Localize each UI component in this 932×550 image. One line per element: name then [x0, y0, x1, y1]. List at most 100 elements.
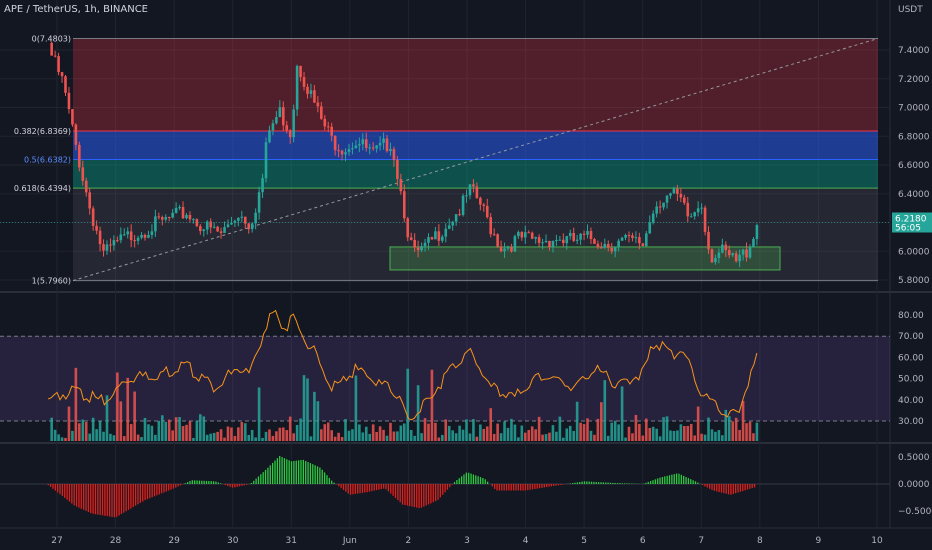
candle-body — [202, 229, 206, 232]
osc-axis-tick: 0.0000 — [898, 480, 930, 490]
candle-body — [427, 237, 430, 243]
candle-body — [140, 234, 143, 238]
fib-label: 0.5(6.6382) — [24, 156, 71, 165]
rsi-volume-bar — [233, 435, 237, 441]
candle-body — [627, 234, 631, 236]
rsi-volume-bar — [375, 431, 378, 441]
candle-body — [119, 234, 123, 241]
candle-body — [240, 216, 244, 218]
candle-body — [458, 214, 461, 216]
rsi-volume-bar — [205, 434, 209, 441]
candle-body — [562, 239, 565, 244]
rsi-volume-bar — [323, 424, 327, 441]
rsi-volume-bar — [520, 425, 524, 441]
rsi-volume-bar — [337, 432, 340, 441]
rsi-volume-bar — [475, 436, 479, 441]
candle-body — [617, 240, 620, 247]
rsi-volume-bar — [707, 417, 710, 441]
candle-body — [700, 207, 703, 209]
rsi-volume-bar — [174, 417, 178, 441]
rsi-axis-tick: 40.00 — [898, 396, 924, 406]
candle-body — [727, 250, 731, 256]
rsi-volume-bar — [479, 424, 482, 441]
rsi-volume-bar — [700, 433, 703, 441]
rsi-volume-bar — [579, 422, 582, 441]
candle-body — [409, 237, 413, 240]
candle-body — [167, 217, 171, 219]
rsi-volume-bar — [534, 429, 537, 441]
rsi-volume-bar — [686, 425, 690, 441]
candle-body — [413, 239, 416, 248]
rsi-volume-bar — [81, 419, 85, 441]
candle-body — [295, 65, 299, 110]
rsi-volume-bar — [503, 421, 506, 441]
rsi-volume-bar — [610, 422, 614, 441]
rsi-volume-bar — [136, 434, 140, 441]
time-axis-label: 5 — [581, 536, 587, 546]
rsi-volume-bar — [216, 431, 219, 441]
candle-body — [454, 214, 458, 222]
candle-body — [233, 220, 237, 223]
rsi-volume-bar — [91, 417, 95, 441]
last-price-label: 6.2180 — [895, 215, 927, 225]
candle-body — [679, 193, 683, 198]
rsi-volume-bar — [586, 418, 589, 441]
rsi-volume-bar — [582, 424, 586, 441]
candle-body — [644, 233, 648, 247]
candle-body — [437, 231, 441, 241]
rsi-volume-bar — [396, 431, 399, 441]
candle-body — [721, 244, 724, 253]
time-axis-label: 10 — [871, 536, 883, 546]
rsi-volume-bar — [78, 423, 81, 441]
candle-body — [506, 246, 510, 249]
price-axis-tick: 6.6000 — [898, 161, 930, 171]
candle-body — [50, 42, 53, 56]
candle-body — [133, 240, 136, 242]
candle-body — [655, 206, 658, 214]
price-axis-tick: 5.8000 — [898, 276, 930, 286]
candle-body — [745, 249, 748, 258]
rsi-volume-bar — [382, 429, 385, 441]
rsi-volume-bar — [513, 424, 517, 441]
rsi-volume-bar — [399, 425, 403, 441]
rsi-volume-bar — [672, 430, 676, 441]
symbol-header: APE / TetherUS, 1h, BINANCE — [4, 4, 148, 15]
rsi-volume-bar — [451, 430, 454, 441]
candle-body — [707, 231, 710, 250]
candle-body — [195, 219, 199, 227]
rsi-volume-bar — [624, 437, 627, 441]
rsi-volume-bar — [406, 368, 410, 441]
rsi-volume-bar — [333, 436, 337, 441]
rsi-volume-bar — [292, 433, 295, 441]
candle-body — [254, 212, 257, 224]
rsi-volume-bar — [710, 429, 714, 441]
candle-body — [116, 240, 119, 242]
candle-body — [91, 208, 95, 226]
rsi-volume-bar — [295, 424, 299, 441]
candle-body — [181, 207, 185, 219]
price-axis-tick: 6.4000 — [898, 190, 930, 200]
rsi-volume-bar — [596, 418, 600, 441]
rsi-volume-bar — [57, 434, 60, 441]
candle-body — [268, 130, 271, 143]
rsi-volume-bar — [119, 401, 123, 441]
candle-body — [489, 217, 493, 235]
candle-body — [485, 205, 489, 218]
rsi-volume-bar — [129, 424, 133, 441]
rsi-volume-bar — [105, 395, 109, 441]
rsi-volume-bar — [88, 433, 91, 441]
candle-body — [755, 225, 759, 239]
candle-body — [192, 219, 195, 221]
rsi-volume-bar — [748, 421, 752, 441]
rsi-volume-bar — [434, 422, 437, 441]
candle-body — [613, 246, 617, 252]
time-axis-label: 3 — [464, 536, 470, 546]
rsi-volume-bar — [721, 435, 724, 441]
rsi-volume-bar — [392, 431, 396, 441]
candle-body — [320, 106, 323, 119]
candle-body — [188, 214, 192, 220]
rsi-volume-bar — [447, 425, 451, 441]
rsi-volume-bar — [140, 437, 143, 441]
candle-body — [683, 197, 686, 203]
rsi-volume-bar — [364, 426, 368, 441]
